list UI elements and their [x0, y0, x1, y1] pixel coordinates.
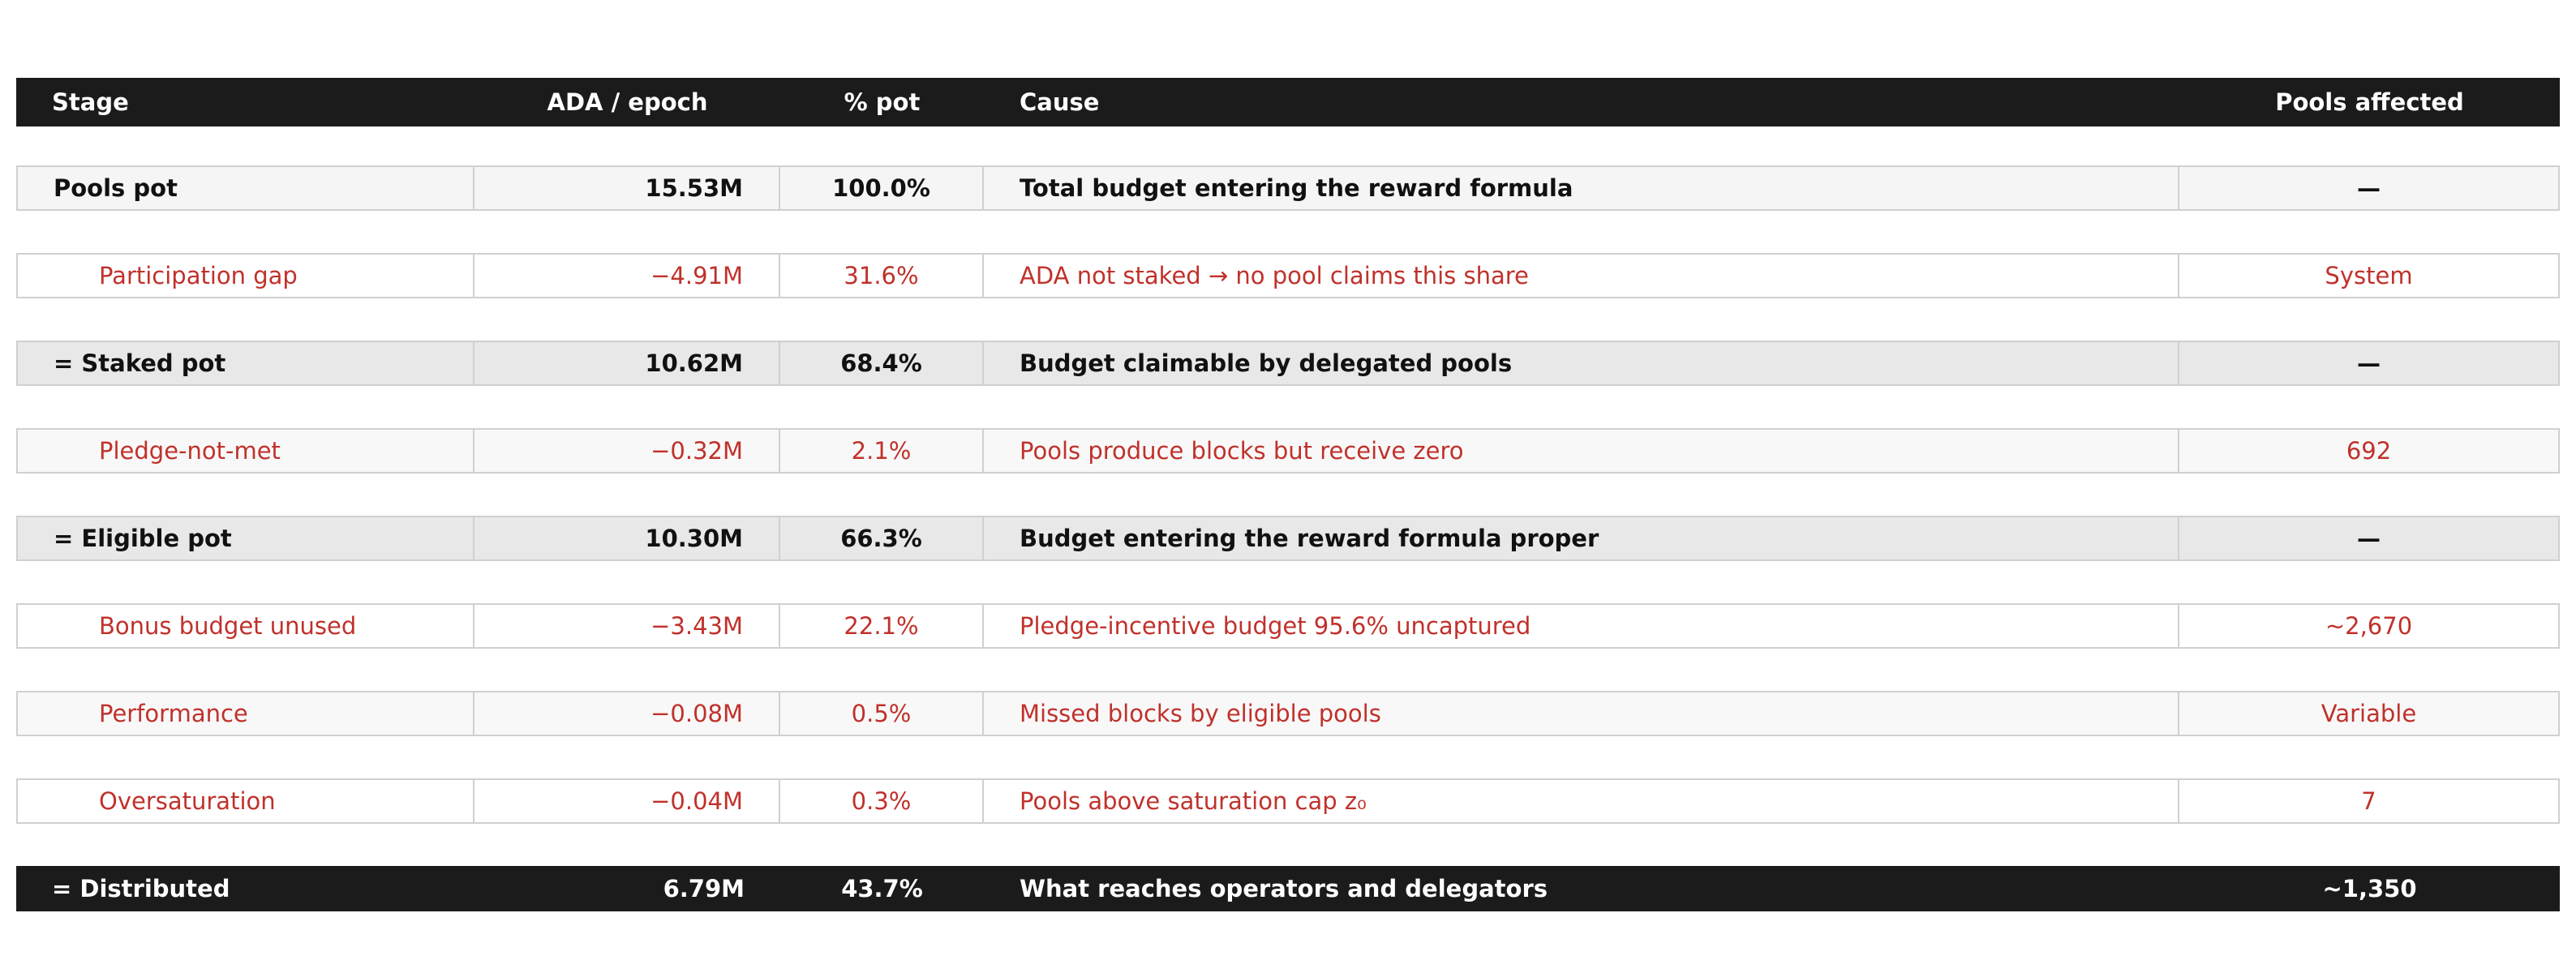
stage-cell: Pledge-not-met	[16, 428, 474, 474]
table-row: Performance −0.08M 0.5% Missed blocks by el…	[16, 691, 2560, 736]
cause-cell: Pools above saturation cap z₀	[984, 778, 2179, 824]
header-pools-affected: Pools affected	[2275, 88, 2464, 116]
stage-cell: = Distributed	[52, 875, 230, 902]
percent-cell: 31.6%	[780, 253, 984, 298]
ada-cell: −0.08M	[474, 691, 780, 736]
table-row: Oversaturation −0.04M 0.3% Pools above satu…	[16, 778, 2560, 824]
ada-cell: 15.53M	[474, 165, 780, 211]
pools-affected-cell: ~1,350	[2322, 875, 2417, 902]
cause-cell: Missed blocks by eligible pools	[984, 691, 2179, 736]
cause-cell: Total budget entering the reward formula	[984, 165, 2179, 211]
percent-cell: 100.0%	[780, 165, 984, 211]
cause-cell: Pledge-incentive budget 95.6% uncaptured	[984, 603, 2179, 649]
table-row: Bonus budget unused −3.43M 22.1% Pledge-inc…	[16, 603, 2560, 649]
percent-cell: 68.4%	[780, 341, 984, 386]
percent-cell: 0.3%	[780, 778, 984, 824]
ada-cell: 10.30M	[474, 516, 780, 561]
cause-cell: Budget entering the reward formula prope…	[984, 516, 2179, 561]
pools-affected-cell: 7	[2179, 778, 2560, 824]
cause-cell: What reaches operators and delegators	[1020, 875, 1548, 902]
ada-cell: 6.79M	[663, 875, 745, 902]
ada-cell: 10.62M	[474, 341, 780, 386]
percent-cell: 0.5%	[780, 691, 984, 736]
stage-cell: Pools pot	[16, 165, 474, 211]
percent-cell: 66.3%	[780, 516, 984, 561]
table-row: = Distributed 6.79M 43.7% What reaches oper…	[16, 866, 2560, 911]
table-row: Pools pot 15.53M 100.0% Total budget enteri…	[16, 165, 2560, 211]
stage-cell: Participation gap	[16, 253, 474, 298]
cause-cell: Budget claimable by delegated pools	[984, 341, 2179, 386]
stage-cell: = Eligible pot	[16, 516, 474, 561]
pools-affected-cell: ~2,670	[2179, 603, 2560, 649]
table-body: Pools pot 15.53M 100.0% Total budget enteri…	[16, 165, 2560, 911]
table-row: = Eligible pot 10.30M 66.3% Budget entering…	[16, 516, 2560, 561]
rewards-breakdown-table: Stage ADA / epoch % pot Cause Pools affe…	[16, 78, 2560, 954]
header-percent-pot: % pot	[844, 88, 921, 116]
ada-cell: −0.04M	[474, 778, 780, 824]
ada-cell: −4.91M	[474, 253, 780, 298]
stage-cell: Bonus budget unused	[16, 603, 474, 649]
stage-cell: = Staked pot	[16, 341, 474, 386]
header-cause: Cause	[1020, 88, 1100, 116]
header-ada-per-epoch: ADA / epoch	[547, 88, 708, 116]
pools-affected-cell: System	[2179, 253, 2560, 298]
table-header-row: Stage ADA / epoch % pot Cause Pools affe…	[16, 78, 2560, 126]
ada-cell: −0.32M	[474, 428, 780, 474]
table-row: = Staked pot 10.62M 68.4% Budget claimable …	[16, 341, 2560, 386]
percent-cell: 43.7%	[841, 875, 923, 902]
pools-affected-cell: —	[2179, 165, 2560, 211]
cause-cell: ADA not staked → no pool claims this sha…	[984, 253, 2179, 298]
pools-affected-cell: Variable	[2179, 691, 2560, 736]
table-row: Participation gap −4.91M 31.6% ADA not stak…	[16, 253, 2560, 298]
percent-cell: 22.1%	[780, 603, 984, 649]
stage-cell: Oversaturation	[16, 778, 474, 824]
cause-cell: Pools produce blocks but receive zero	[984, 428, 2179, 474]
table-row: Pledge-not-met −0.32M 2.1% Pools produce bl…	[16, 428, 2560, 474]
percent-cell: 2.1%	[780, 428, 984, 474]
header-stage: Stage	[52, 88, 129, 116]
ada-cell: −3.43M	[474, 603, 780, 649]
stage-cell: Performance	[16, 691, 474, 736]
pools-affected-cell: 692	[2179, 428, 2560, 474]
pools-affected-cell: —	[2179, 516, 2560, 561]
pools-affected-cell: —	[2179, 341, 2560, 386]
